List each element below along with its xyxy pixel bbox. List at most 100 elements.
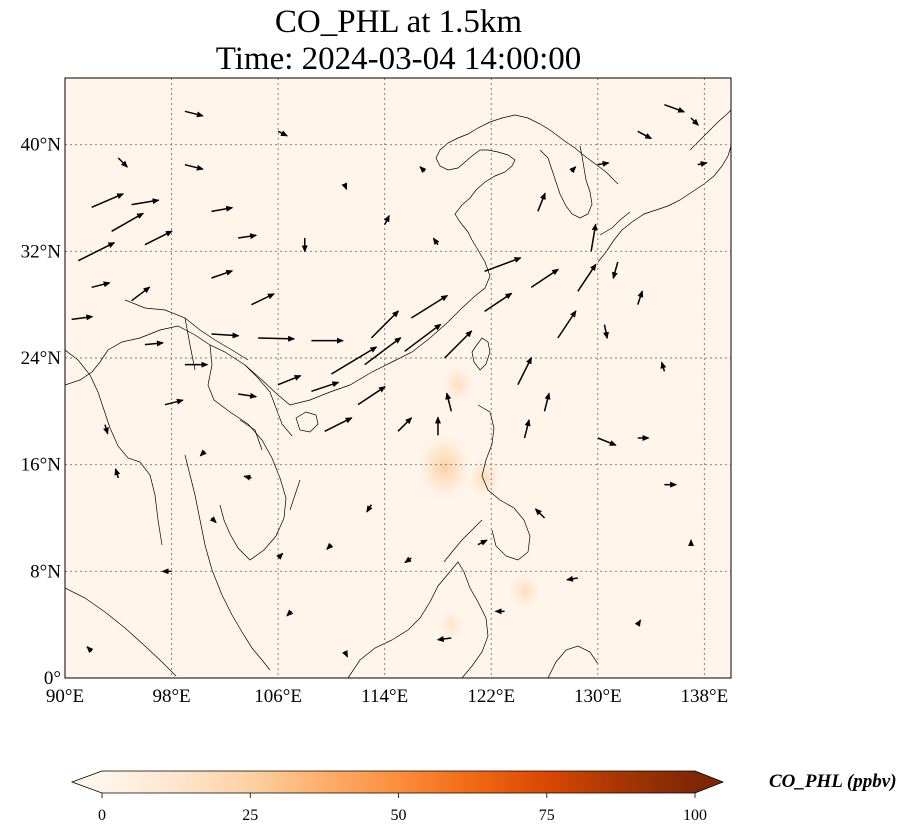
wind-vector-arrow [144, 230, 173, 246]
latitude-tick-label: 40°N [21, 135, 62, 156]
latitude-tick-label: 32°N [21, 241, 62, 262]
wind-vector-arrow [341, 182, 348, 191]
concentration-patch [440, 364, 475, 406]
wind-vector-arrow [432, 237, 440, 246]
latitude-tick-label: 8°N [30, 561, 61, 582]
wind-vector-arrow [211, 205, 234, 213]
wind-vector-arrow [103, 424, 109, 435]
wind-vector-arrow [634, 619, 642, 627]
longitude-tick-label: 90°E [46, 686, 84, 707]
wind-vector-arrow [611, 261, 619, 280]
wind-vector-arrow [664, 103, 686, 113]
colorbar-label: CO_PHL (ppbv) [769, 771, 897, 792]
wind-vector-arrow [71, 314, 94, 321]
wind-vector-arrow [326, 542, 334, 550]
wind-vector-arrow [144, 340, 164, 347]
coastline-sulawesi [547, 645, 599, 678]
longitude-tick-label: 122°E [467, 686, 515, 707]
longitude-tick-label: 138°E [681, 686, 729, 707]
coastline-myanmar [65, 349, 163, 546]
wind-vector-arrow [184, 110, 204, 118]
wind-vector-arrow [530, 268, 560, 288]
wind-vector-arrow [286, 609, 294, 617]
colorbar: 0 25 50 75 100 CO_PHL (ppbv) [70, 770, 897, 824]
coastline-sumatra [65, 587, 177, 677]
wind-vector-arrow [91, 281, 111, 289]
wind-vector-arrow [276, 552, 284, 560]
concentration-patch [437, 608, 465, 641]
colorbar-tick-label: 75 [539, 807, 555, 824]
colorbar-tick-label: 50 [391, 807, 407, 824]
longitude-ticks: 90°E 98°E 106°E 114°E 122°E 130°E 138°E [46, 686, 728, 707]
coastline-korea [539, 145, 593, 219]
map-title-line-1: CO_PHL at 1.5km [274, 4, 523, 40]
wind-vector-arrow [114, 468, 121, 479]
colorbar-ticks: 0 25 50 75 100 [98, 793, 707, 824]
longitude-tick-label: 114°E [361, 686, 408, 707]
wind-vector-arrow [331, 346, 378, 375]
wind-vector-arrow [484, 292, 513, 312]
wind-vector-arrow [366, 504, 373, 513]
longitude-tick-label: 130°E [574, 686, 622, 707]
wind-vector-arrow [637, 130, 653, 140]
wind-vector-arrow [517, 356, 533, 386]
wind-vector-arrow [404, 556, 412, 564]
wind-vector-arrow [534, 508, 546, 519]
wind-vector-arrow [258, 335, 296, 342]
coastline-borneo [347, 561, 489, 678]
latitude-tick-label: 0° [44, 668, 61, 689]
wind-vector-arrow [543, 392, 551, 412]
wind-vector-arrow [131, 198, 160, 206]
wind-vector-arrow [211, 332, 240, 339]
coastline-indochina [207, 344, 293, 561]
wind-vector-arrow [324, 417, 353, 433]
colorbar-tick-label: 100 [683, 807, 707, 824]
wind-vector-arrow [383, 214, 390, 226]
wind-vector-arrow [311, 381, 340, 393]
wind-vector-arrow [597, 160, 610, 167]
wind-vector-arrow [697, 161, 708, 167]
wind-vector-arrow [603, 324, 609, 340]
wind-vector-arrow [277, 130, 289, 137]
wind-vector-arrow [569, 166, 577, 174]
coastline-philippines [443, 404, 531, 563]
wind-vector-arrow [419, 166, 427, 174]
wind-vector-arrow [243, 474, 252, 481]
longitude-tick-label: 98°E [152, 686, 190, 707]
coastline-asia-mainland [65, 114, 619, 406]
wind-vector-arrow [111, 212, 144, 232]
wind-vector-arrow [537, 192, 546, 212]
latitude-tick-label: 16°N [21, 455, 62, 476]
coastline-hainan [295, 411, 319, 433]
wind-vector-arrow [660, 361, 667, 372]
wind-vector-arrow [557, 310, 577, 339]
wind-vector-arrow [404, 323, 442, 352]
wind-vector-arrow [444, 330, 473, 359]
longitude-tick-label: 106°E [254, 686, 302, 707]
wind-vector-arrow [77, 241, 116, 262]
concentration-field-background [65, 78, 731, 678]
wind-vector-arrow [357, 386, 386, 406]
wind-vector-arrow [445, 392, 453, 412]
wind-vector-arrow [410, 294, 449, 319]
concentration-patch [507, 570, 542, 612]
latitude-tick-label: 24°N [21, 348, 62, 369]
border-1 [124, 299, 301, 511]
wind-vector-arrow [484, 257, 522, 273]
wind-vector-arrow [238, 392, 258, 399]
wind-vector-arrow [597, 437, 617, 446]
wind-vector-arrow [566, 575, 578, 582]
wind-vector-arrow [251, 293, 275, 306]
wind-vector-arrow [397, 417, 413, 432]
wind-vector-arrow [238, 233, 258, 240]
wind-vector-arrow [277, 374, 302, 386]
wind-vector-arrow [211, 269, 234, 279]
wind-vector-arrow [117, 157, 128, 168]
wind-vector-arrow [209, 516, 217, 524]
wind-vector-arrow [364, 337, 402, 366]
wind-vector-arrow [91, 193, 125, 209]
wind-vector-arrow [86, 646, 94, 654]
colorbar-under-extension [72, 771, 102, 793]
wind-vectors [71, 103, 708, 658]
